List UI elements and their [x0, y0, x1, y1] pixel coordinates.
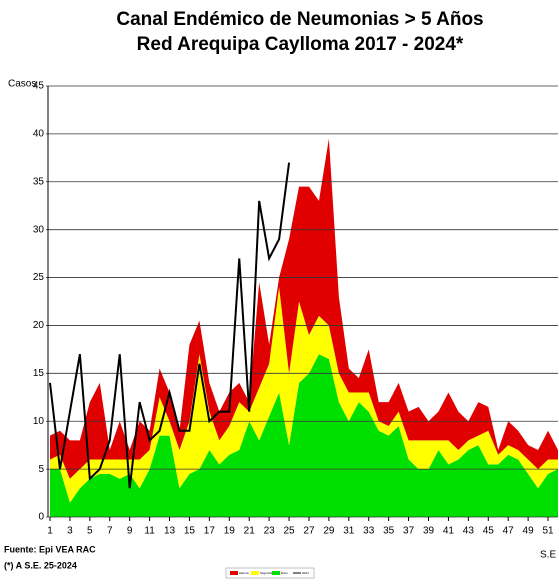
legend-label: Éxito	[281, 570, 288, 575]
x-tick-label: 13	[164, 526, 176, 537]
legend: Alarma Seguridad Éxito 2024	[225, 567, 315, 579]
y-tick-label: 15	[33, 368, 45, 379]
chart-title: Canal Endémico de Neumonias > 5 Años	[116, 9, 483, 30]
x-tick-label: 33	[363, 526, 375, 537]
y-tick-label: 10	[33, 416, 45, 427]
y-tick-label: 35	[33, 176, 45, 187]
x-axis-label: S.E	[540, 550, 556, 561]
x-tick-label: 25	[283, 526, 295, 537]
y-tick-label: 40	[33, 129, 45, 140]
x-tick-label: 9	[127, 526, 133, 537]
x-tick-label: 45	[483, 526, 495, 537]
y-tick-label: 30	[33, 224, 45, 235]
area	[50, 354, 558, 517]
x-tick-label: 7	[107, 526, 113, 537]
y-axis-label: Casos	[8, 79, 36, 90]
x-tick-label: 41	[443, 526, 455, 537]
source: Fuente: Epi VEA RAC	[4, 544, 96, 554]
x-tick-label: 43	[463, 526, 475, 537]
legend-swatch	[272, 571, 280, 575]
x-tick-label: 29	[323, 526, 335, 537]
legend-swatch	[251, 571, 259, 575]
legend-frame	[225, 567, 315, 579]
x-tick-label: 47	[503, 526, 515, 537]
note: (*) A S.E. 25-2024	[4, 560, 77, 570]
x-tick-label: 11	[144, 526, 155, 537]
line	[49, 162, 291, 489]
y-tick-label: 45	[33, 81, 45, 92]
x-tick-label: 51	[542, 526, 554, 537]
x-tick-label: 21	[244, 526, 256, 537]
x-tick-label: 35	[383, 526, 395, 537]
x-tick-label: 27	[303, 526, 315, 537]
legend-swatch	[230, 571, 238, 575]
x-tick-label: 5	[87, 526, 93, 537]
legend-label: Seguridad	[260, 571, 274, 575]
x-tick-label: 31	[343, 526, 355, 537]
x-tick-label: 37	[403, 526, 415, 537]
legend-label: Alarma	[239, 571, 249, 575]
x-tick-label: 1	[47, 526, 53, 537]
chart-subtitle: Red Arequipa Caylloma 2017 - 2024*	[137, 34, 464, 55]
x-tick-label: 19	[224, 526, 236, 537]
legend-label: 2024	[302, 571, 309, 575]
y-tick-label: 5	[38, 464, 44, 475]
x-tick-label: 17	[204, 526, 216, 537]
x-tick-label: 3	[67, 526, 73, 537]
x-tick-label: 39	[423, 526, 435, 537]
x-tick-label: 49	[523, 526, 535, 537]
x-tick-label: 23	[264, 526, 276, 537]
y-tick-label: 25	[33, 272, 45, 283]
y-tick-label: 20	[33, 320, 45, 331]
y-tick-label: 0	[38, 512, 44, 523]
x-tick-label: 15	[184, 526, 196, 537]
area	[50, 287, 558, 503]
area	[50, 138, 558, 479]
